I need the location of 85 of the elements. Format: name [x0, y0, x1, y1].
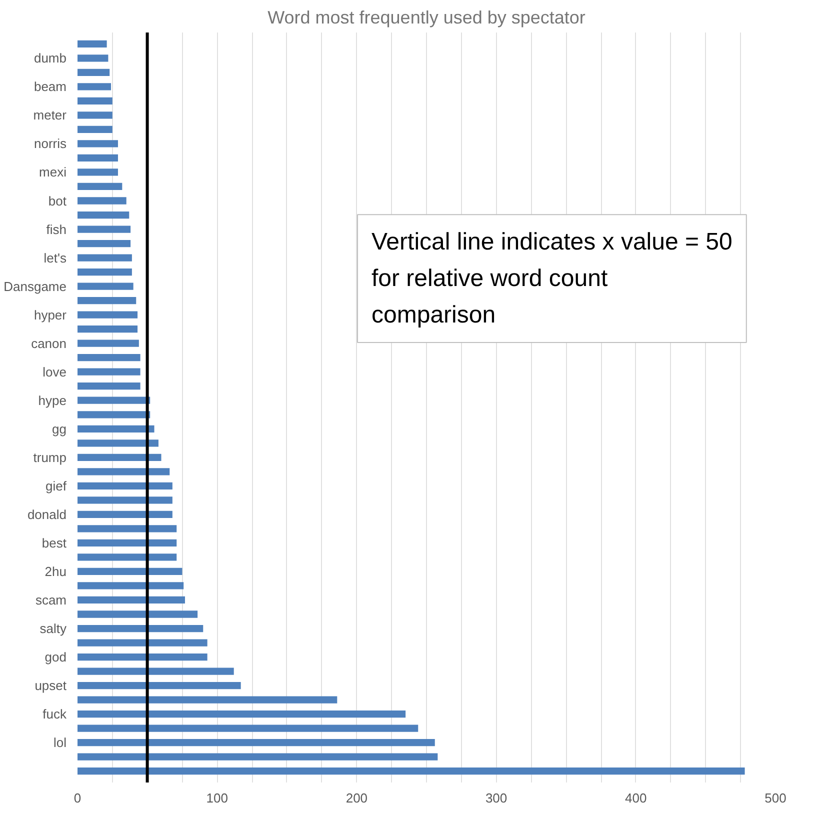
- x-tick-label: 300: [485, 790, 508, 806]
- y-tick-label: gg: [52, 421, 67, 436]
- bar: [78, 610, 198, 618]
- y-tick-label: 2hu: [44, 564, 67, 579]
- bar: [78, 182, 122, 190]
- bar: [78, 126, 112, 134]
- bar: [78, 226, 131, 233]
- bar: [78, 739, 435, 746]
- bar: [78, 510, 172, 518]
- bar: [78, 482, 172, 490]
- bar: [78, 168, 118, 176]
- y-tick-label: god: [44, 650, 67, 665]
- bar: [78, 296, 136, 304]
- bar: [78, 326, 138, 333]
- bar: [78, 582, 184, 590]
- y-tick-label: dumb: [34, 50, 67, 66]
- y-tick-label: norris: [34, 136, 67, 152]
- bar: [78, 282, 134, 290]
- bar: [78, 211, 130, 219]
- bar: [78, 639, 208, 646]
- bar: [78, 468, 170, 476]
- y-tick-label: canon: [31, 336, 66, 351]
- bar: [78, 653, 208, 661]
- y-tick-label: let's: [44, 250, 67, 266]
- x-tick-label: 500: [764, 790, 786, 806]
- bar: [78, 83, 112, 90]
- bar: [78, 554, 177, 561]
- y-tick-label: hyper: [34, 307, 68, 322]
- bar: [78, 54, 108, 62]
- bar: [78, 753, 438, 760]
- y-tick-label: Dansgame: [4, 278, 67, 294]
- bar: [78, 710, 406, 718]
- bar: [78, 340, 139, 347]
- bar: [78, 197, 126, 204]
- chart-title: Word most frequently used by spectator: [268, 8, 586, 28]
- y-tick-label: trump: [33, 450, 67, 465]
- y-tick-label: fish: [46, 222, 67, 237]
- bar: [78, 368, 140, 376]
- bar: [78, 140, 118, 148]
- bar: [78, 311, 138, 318]
- y-tick-label: beam: [34, 79, 67, 94]
- bar: [78, 97, 112, 105]
- bar: [78, 682, 241, 690]
- y-tick-label: bot: [48, 193, 67, 208]
- y-tick-label: fuck: [42, 706, 67, 722]
- y-tick-label: meter: [33, 108, 68, 123]
- x-tick-label: 100: [206, 790, 228, 806]
- bar: [78, 112, 112, 119]
- bar: [78, 768, 745, 775]
- y-tick-label: gief: [46, 478, 67, 494]
- bar: [78, 596, 185, 604]
- bar: [78, 668, 234, 675]
- x-tick-label: 0: [74, 790, 82, 806]
- y-tick-label: best: [42, 535, 67, 550]
- bar: [78, 425, 154, 432]
- y-tick-label: lol: [53, 735, 67, 750]
- y-tick-label: donald: [27, 506, 67, 522]
- bar: [78, 254, 132, 262]
- bar: [78, 240, 131, 248]
- bar: [78, 724, 418, 732]
- bar: [78, 354, 140, 362]
- y-tick-label: hype: [38, 392, 67, 408]
- bar: [78, 382, 140, 390]
- bar: [78, 454, 162, 461]
- bar: [78, 525, 177, 532]
- y-tick-label: mexi: [39, 164, 67, 180]
- y-tick-label: love: [42, 364, 67, 380]
- bar: [78, 154, 118, 162]
- y-tick-label: upset: [34, 678, 67, 694]
- bar: [78, 568, 182, 576]
- y-tick-label: scam: [35, 592, 67, 608]
- bar: [78, 496, 172, 504]
- bar: [78, 440, 158, 447]
- bar: [78, 268, 132, 276]
- bar: [78, 696, 338, 704]
- x-tick-label: 400: [625, 790, 647, 806]
- x-tick-label: 200: [346, 790, 368, 806]
- bar: [78, 68, 110, 76]
- bar: [78, 411, 150, 418]
- bar: [78, 539, 177, 547]
- y-tick-label: salty: [40, 621, 67, 636]
- annotation: Vertical line indicates x value = 50 for relative word count comparison: [372, 228, 732, 328]
- bar: [78, 624, 204, 632]
- bar: [78, 396, 150, 404]
- bar: [78, 40, 107, 48]
